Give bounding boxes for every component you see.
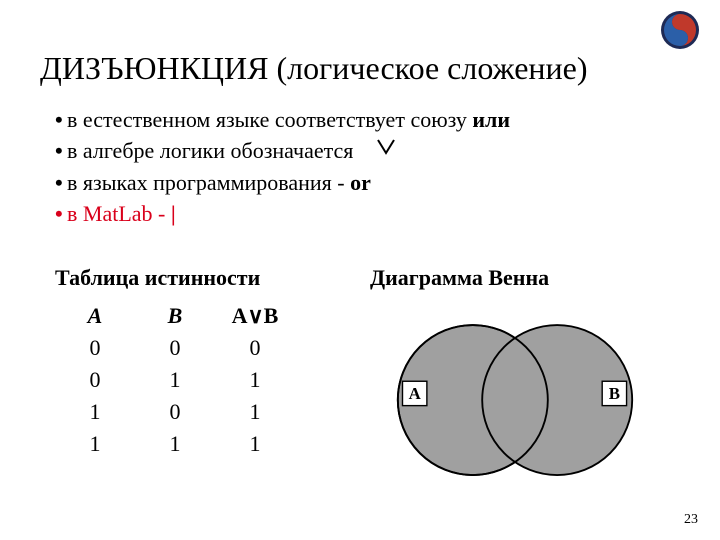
vee-icon <box>375 134 397 165</box>
cell: 1 <box>55 396 135 428</box>
cell: 0 <box>135 396 215 428</box>
col-header: A∨B <box>215 300 295 332</box>
cell: 1 <box>135 364 215 396</box>
cell: 1 <box>215 428 295 460</box>
bullet-item: • в алгебре логики обозначается <box>55 136 680 168</box>
venn-title: Диаграмма Венна <box>370 265 549 291</box>
bullet-text: в языках программирования - <box>67 170 350 195</box>
cell: 0 <box>55 364 135 396</box>
bullet-dot: • <box>55 168 67 199</box>
bullet-item: • в языках программирования - or <box>55 168 680 199</box>
bullet-text: в естественном языке соответствует союзу <box>67 107 472 132</box>
bullet-list: • в естественном языке соответствует сою… <box>55 105 680 230</box>
table-row: 0 0 0 <box>55 332 295 364</box>
page-title: ДИЗЪЮНКЦИЯ (логическое сложение) <box>40 50 680 87</box>
venn-diagram: AB <box>365 305 665 505</box>
table-row: 1 0 1 <box>55 396 295 428</box>
bullet-text: в алгебре логики обозначается <box>67 138 353 163</box>
bullet-dot: • <box>55 136 67 167</box>
table-row: 1 1 1 <box>55 428 295 460</box>
cell: 0 <box>55 332 135 364</box>
bullet-item: • в MatLab - | <box>55 199 680 230</box>
cell: 1 <box>55 428 135 460</box>
cell: 1 <box>215 396 295 428</box>
bullet-bold: или <box>472 107 510 132</box>
table-header-row: A B A∨B <box>55 300 295 332</box>
cell: 1 <box>215 364 295 396</box>
table-row: 0 1 1 <box>55 364 295 396</box>
cell: 0 <box>135 332 215 364</box>
svg-text:A: A <box>409 384 422 403</box>
bullet-text: в MatLab - <box>67 201 171 226</box>
logo-icon <box>660 10 700 50</box>
page-number: 23 <box>684 512 698 528</box>
bullet-dot: • <box>55 199 67 230</box>
bullet-dot: • <box>55 105 67 136</box>
col-header: A <box>55 300 135 332</box>
bullet-bold: or <box>350 170 371 195</box>
bullet-item: • в естественном языке соответствует сою… <box>55 105 680 136</box>
bullet-bold: | <box>171 201 176 226</box>
cell: 0 <box>215 332 295 364</box>
truth-table: A B A∨B 0 0 0 0 1 1 1 0 1 1 1 1 <box>55 300 295 460</box>
cell: 1 <box>135 428 215 460</box>
truth-table-title: Таблица истинности <box>55 265 260 291</box>
col-header: B <box>135 300 215 332</box>
svg-text:B: B <box>609 384 620 403</box>
